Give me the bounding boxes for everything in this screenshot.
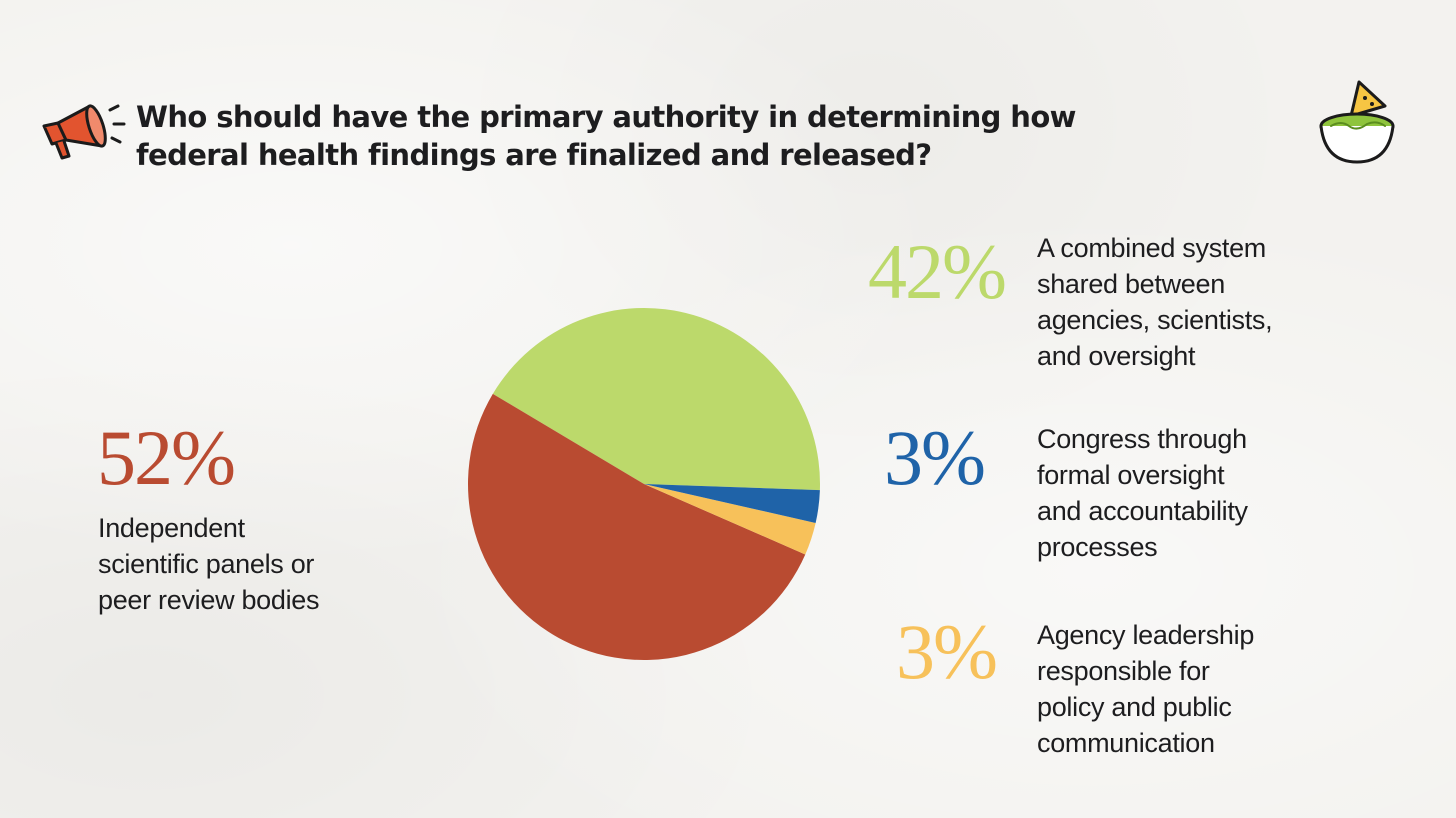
desc-line: communication: [1037, 728, 1215, 758]
pie-slice-independent: [468, 393, 806, 660]
chart-title: Who should have the primary authority in…: [136, 98, 1236, 174]
pie-slice-congress: [644, 484, 820, 523]
desc-line: shared between: [1037, 269, 1225, 299]
pct-label-congress: 3%: [884, 414, 986, 501]
desc-line: scientific panels or: [98, 549, 315, 579]
desc-line: peer review bodies: [98, 585, 320, 615]
desc-line: Agency leadership: [1037, 620, 1255, 650]
desc-label-congress: Congress through formal oversight and ac…: [1037, 421, 1248, 565]
pie-slice-combined: [492, 307, 820, 491]
desc-line: Independent: [98, 513, 245, 543]
desc-label-independent: Independent scientific panels or peer re…: [98, 510, 320, 618]
pct-label-agency: 3%: [896, 608, 998, 695]
title-line-1: Who should have the primary authority in…: [136, 100, 1076, 134]
desc-line: agencies, scientists,: [1037, 305, 1273, 335]
desc-line: and accountability: [1037, 496, 1248, 526]
title-line-2: federal health findings are finalized an…: [136, 138, 932, 172]
desc-line: A combined system: [1037, 233, 1267, 263]
desc-line: Congress through: [1037, 424, 1247, 454]
desc-line: responsible for: [1037, 656, 1210, 686]
desc-line: processes: [1037, 532, 1158, 562]
pct-label-combined: 42%: [868, 228, 1007, 315]
pct-label-independent: 52%: [97, 414, 236, 501]
pie-slice-agency: [644, 484, 816, 555]
desc-label-combined: A combined system shared between agencie…: [1037, 230, 1273, 374]
pie-chart: [468, 307, 820, 660]
desc-label-agency: Agency leadership responsible for policy…: [1037, 617, 1254, 761]
guacamole-bowl-icon: [1319, 80, 1395, 164]
desc-line: formal oversight: [1037, 460, 1225, 490]
desc-line: and oversight: [1037, 341, 1196, 371]
desc-line: policy and public: [1037, 692, 1232, 722]
megaphone-icon: [42, 104, 126, 160]
